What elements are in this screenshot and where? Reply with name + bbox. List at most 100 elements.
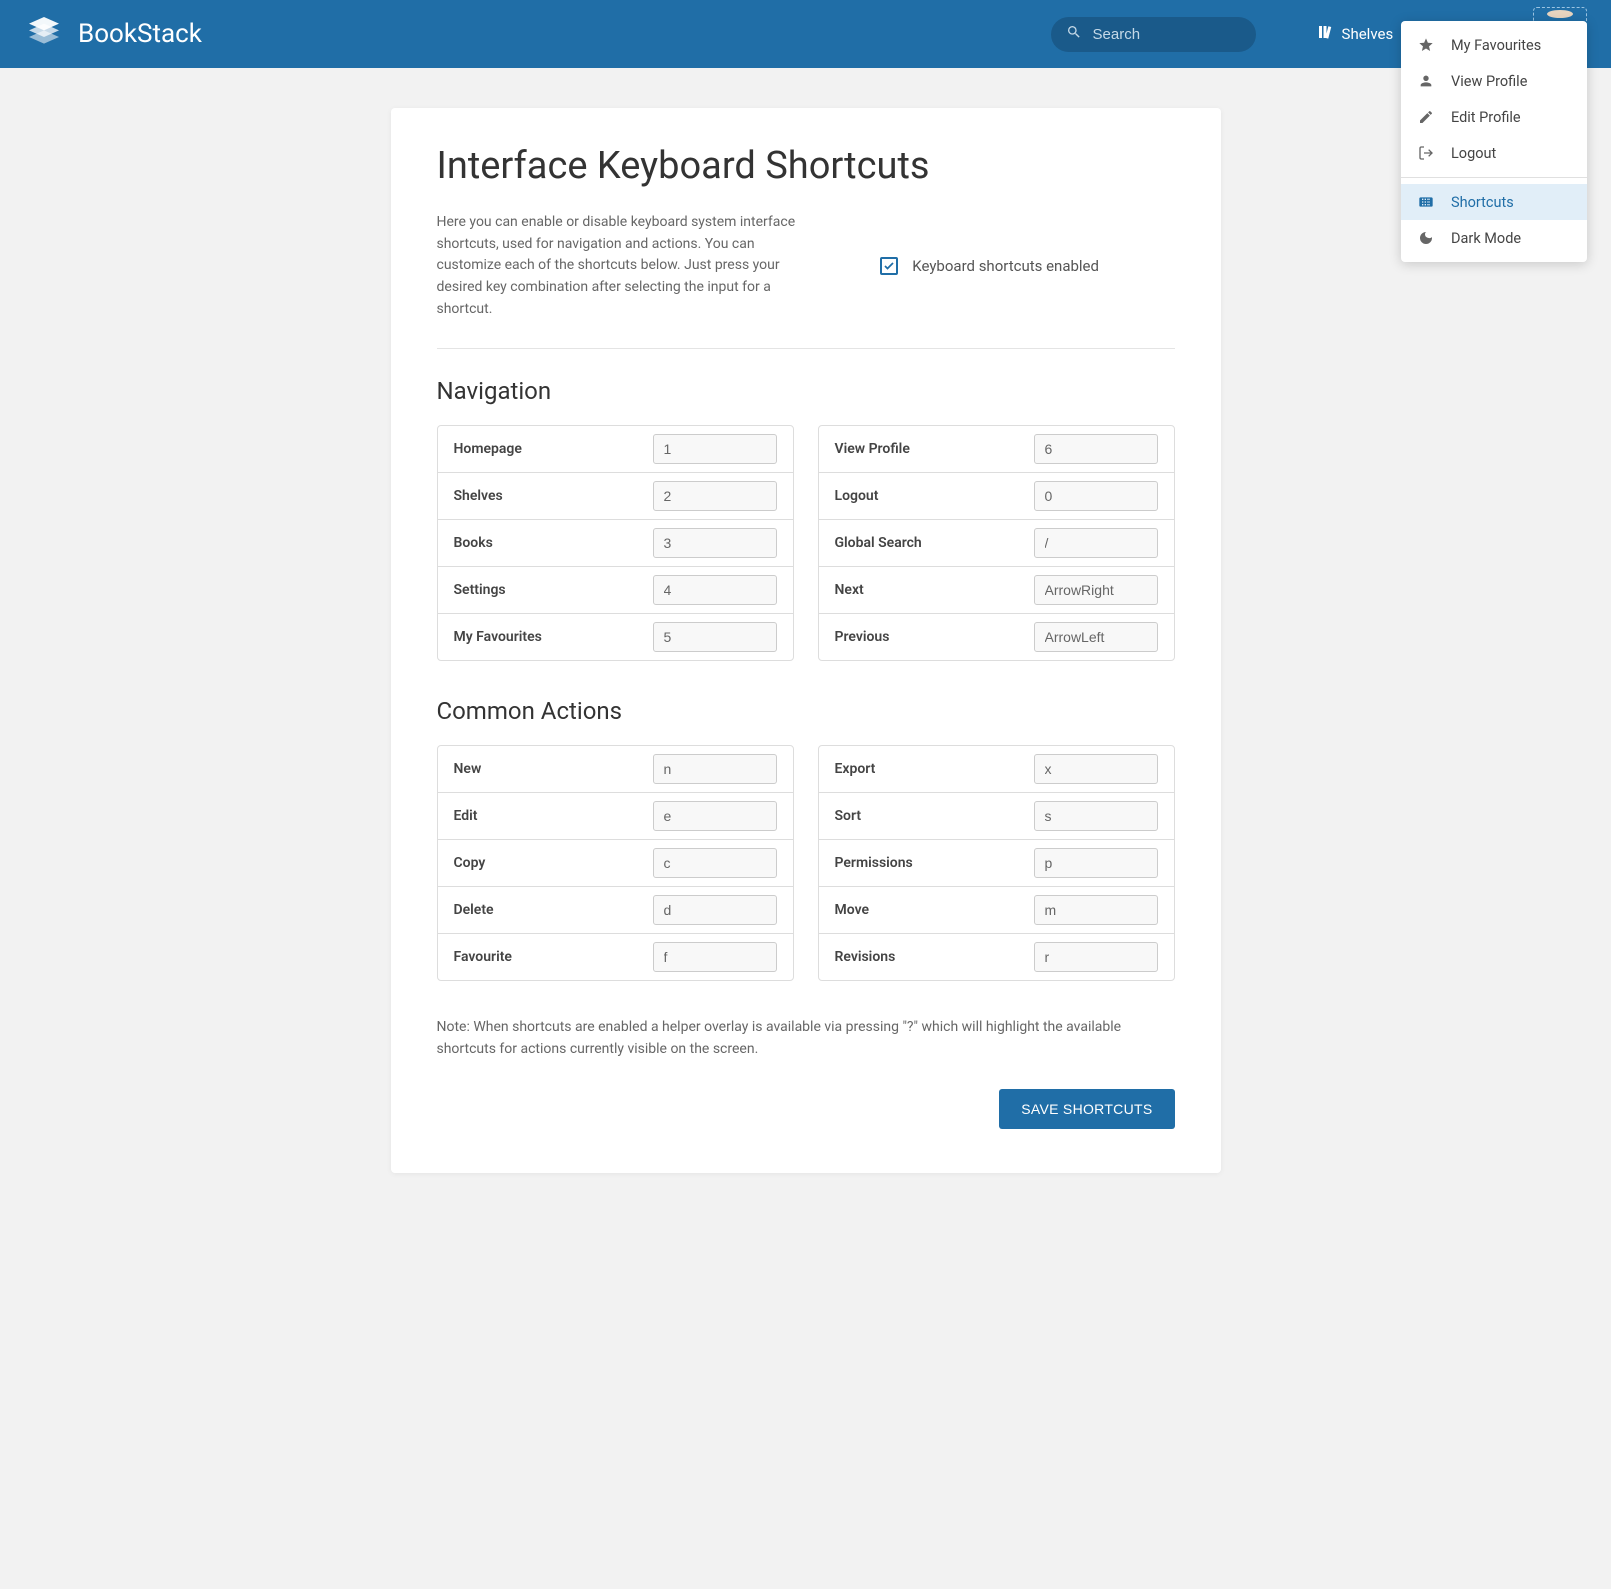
shortcut-input[interactable]: [1034, 575, 1158, 605]
keyboard-icon: [1417, 193, 1435, 211]
brand-name: BookStack: [78, 19, 202, 49]
shortcut-row: Export: [819, 746, 1174, 793]
shortcut-input[interactable]: [1034, 481, 1158, 511]
star-icon: [1417, 36, 1435, 54]
navigation-heading: Navigation: [437, 377, 1175, 405]
nav-column-left: Homepage Shelves Books Settings My Favourite…: [437, 425, 794, 661]
avatar-icon: [1547, 10, 1573, 18]
shortcut-label: Next: [835, 582, 864, 598]
shortcut-label: Logout: [835, 488, 879, 504]
actions-grid: New Edit Copy Delete Favourite Export Sort Per…: [437, 745, 1175, 981]
shortcut-row: New: [438, 746, 793, 793]
dropdown-logout-label: Logout: [1451, 145, 1496, 162]
dropdown-dark-mode[interactable]: Dark Mode: [1401, 220, 1587, 256]
moon-icon: [1417, 229, 1435, 247]
shortcut-label: Books: [454, 535, 493, 551]
dropdown-view-profile-label: View Profile: [1451, 73, 1527, 90]
shortcut-input[interactable]: [653, 622, 777, 652]
app-header: BookStack Shelves Books: [0, 0, 1611, 68]
page-title: Interface Keyboard Shortcuts: [437, 144, 1175, 188]
actions-heading: Common Actions: [437, 697, 1175, 725]
actions-column-right: ExportSortPermissionsMoveRevisions: [818, 745, 1175, 981]
intro-text: Here you can enable or disable keyboard …: [437, 212, 821, 320]
dropdown-shortcuts-label: Shortcuts: [1451, 194, 1514, 211]
shelves-icon: [1316, 23, 1334, 45]
shortcut-row: My Favourites: [438, 614, 793, 660]
enable-shortcuts-label: Keyboard shortcuts enabled: [912, 257, 1099, 275]
shortcut-input[interactable]: [653, 575, 777, 605]
nav-shelves-label: Shelves: [1342, 25, 1394, 43]
shortcut-input[interactable]: [1034, 942, 1158, 972]
shortcut-row: Revisions: [819, 934, 1174, 980]
shortcut-input[interactable]: [1034, 754, 1158, 784]
shortcut-label: Global Search: [835, 535, 922, 551]
dropdown-dark-mode-label: Dark Mode: [1451, 230, 1521, 247]
shortcut-row: Permissions: [819, 840, 1174, 887]
shortcut-row: Next: [819, 567, 1174, 614]
nav-column-right: View Profile Logout Global Search Next Previ…: [818, 425, 1175, 661]
shortcut-label: New: [454, 761, 482, 777]
shortcut-row: Edit: [438, 793, 793, 840]
shortcut-label: My Favourites: [454, 629, 542, 645]
shortcut-input[interactable]: [653, 754, 777, 784]
shortcut-row: Delete: [438, 887, 793, 934]
brand-area[interactable]: BookStack: [24, 12, 202, 56]
shortcut-input[interactable]: [653, 528, 777, 558]
shortcut-label: Edit: [454, 808, 478, 824]
dropdown-logout[interactable]: Logout: [1401, 135, 1587, 171]
shortcut-input[interactable]: [653, 895, 777, 925]
dropdown-edit-profile-label: Edit Profile: [1451, 109, 1521, 126]
shortcut-input[interactable]: [1034, 528, 1158, 558]
shortcut-input[interactable]: [653, 848, 777, 878]
shortcut-input[interactable]: [653, 942, 777, 972]
shortcut-row: Favourite: [438, 934, 793, 980]
shortcut-row: Homepage: [438, 426, 793, 473]
nav-shelves[interactable]: Shelves: [1316, 23, 1394, 45]
shortcut-input[interactable]: [653, 434, 777, 464]
pencil-icon: [1417, 108, 1435, 126]
shortcut-row: Copy: [438, 840, 793, 887]
actions-column-left: New Edit Copy Delete Favourite: [437, 745, 794, 981]
shortcut-label: Settings: [454, 582, 506, 598]
shortcut-label: Delete: [454, 902, 494, 918]
shortcut-label: Export: [835, 761, 876, 777]
shortcut-row: View Profile: [819, 426, 1174, 473]
shortcut-label: Permissions: [835, 855, 913, 871]
bookstack-logo-icon: [24, 12, 64, 56]
shortcut-input[interactable]: [1034, 848, 1158, 878]
shortcut-row: Books: [438, 520, 793, 567]
dropdown-shortcuts[interactable]: Shortcuts: [1401, 184, 1587, 220]
shortcut-label: Previous: [835, 629, 890, 645]
intro-row: Here you can enable or disable keyboard …: [437, 212, 1175, 349]
shortcut-row: Previous: [819, 614, 1174, 660]
shortcut-label: Sort: [835, 808, 862, 824]
main-card: Interface Keyboard Shortcuts Here you ca…: [391, 108, 1221, 1173]
enable-shortcuts-toggle[interactable]: Keyboard shortcuts enabled: [880, 257, 1099, 275]
shortcut-row: Settings: [438, 567, 793, 614]
navigation-grid: Homepage Shelves Books Settings My Favourite…: [437, 425, 1175, 661]
save-shortcuts-button[interactable]: SAVE SHORTCUTS: [999, 1089, 1174, 1129]
shortcut-label: Shelves: [454, 488, 503, 504]
shortcut-input[interactable]: [1034, 622, 1158, 652]
logout-icon: [1417, 144, 1435, 162]
shortcut-input[interactable]: [653, 801, 777, 831]
global-search: [1051, 17, 1256, 52]
button-row: SAVE SHORTCUTS: [437, 1089, 1175, 1129]
shortcut-input[interactable]: [1034, 434, 1158, 464]
dropdown-edit-profile[interactable]: Edit Profile: [1401, 99, 1587, 135]
shortcut-row: Global Search: [819, 520, 1174, 567]
search-icon: [1066, 24, 1082, 44]
shortcut-input[interactable]: [1034, 895, 1158, 925]
shortcut-label: Homepage: [454, 441, 522, 457]
helper-note: Note: When shortcuts are enabled a helpe…: [437, 1017, 1175, 1060]
shortcut-input[interactable]: [1034, 801, 1158, 831]
shortcut-row: Sort: [819, 793, 1174, 840]
shortcut-input[interactable]: [653, 481, 777, 511]
user-dropdown: My Favourites View Profile Edit Profile …: [1401, 21, 1587, 262]
person-icon: [1417, 72, 1435, 90]
shortcut-row: Logout: [819, 473, 1174, 520]
shortcut-label: Copy: [454, 855, 486, 871]
shortcut-label: Revisions: [835, 949, 896, 965]
dropdown-favourites[interactable]: My Favourites: [1401, 27, 1587, 63]
dropdown-view-profile[interactable]: View Profile: [1401, 63, 1587, 99]
